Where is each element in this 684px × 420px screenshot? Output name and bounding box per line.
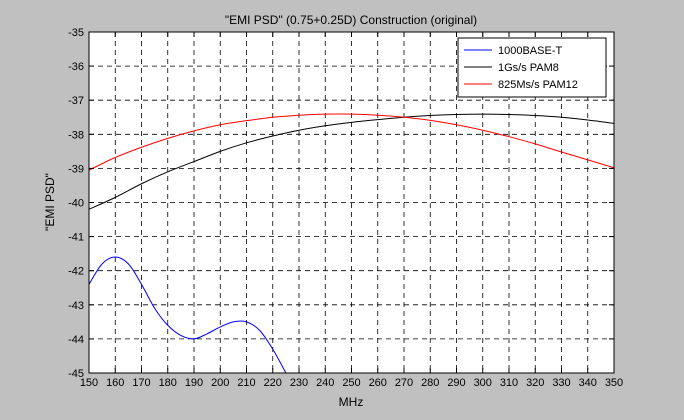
x-tick-label: 210 bbox=[237, 377, 255, 389]
legend-label-1gs-s-pam8: 1Gs/s PAM8 bbox=[498, 62, 559, 74]
x-tick-label: 280 bbox=[421, 377, 439, 389]
x-tick-label: 220 bbox=[264, 377, 282, 389]
legend-label-825ms-s-pam12: 825Ms/s PAM12 bbox=[498, 79, 578, 91]
x-tick-label: 230 bbox=[290, 377, 308, 389]
x-tick-label: 330 bbox=[552, 377, 570, 389]
y-tick-label: -39 bbox=[68, 163, 84, 175]
y-tick-label: -40 bbox=[68, 198, 84, 210]
x-tick-label: 350 bbox=[605, 377, 623, 389]
y-tick-label: -37 bbox=[68, 95, 84, 107]
x-tick-label: 300 bbox=[474, 377, 492, 389]
x-tick-label: 180 bbox=[159, 377, 177, 389]
x-tick-label: 340 bbox=[579, 377, 597, 389]
y-tick-label: -41 bbox=[68, 232, 84, 244]
legend-box bbox=[457, 37, 607, 98]
y-tick-label: -44 bbox=[68, 334, 84, 346]
y-tick-label: -38 bbox=[68, 129, 84, 141]
tick-group: 150 160 170 180 190 200 210 220 230 240 250 260 270 2… bbox=[68, 27, 623, 389]
x-axis-label: MHz bbox=[339, 395, 364, 409]
series-line-825ms-s-pam12 bbox=[89, 113, 614, 171]
series-line-1000base-t bbox=[89, 256, 287, 373]
x-tick-label: 250 bbox=[342, 377, 360, 389]
legend-label-1000base-t: 1000BASE-T bbox=[498, 45, 562, 57]
x-tick-label: 240 bbox=[316, 377, 334, 389]
x-tick-label: 270 bbox=[395, 377, 413, 389]
series-group bbox=[89, 113, 614, 373]
x-tick-label: 160 bbox=[106, 377, 124, 389]
x-tick-label: 200 bbox=[211, 377, 229, 389]
y-tick-label: -45 bbox=[68, 368, 84, 380]
legend: 1000BASE-T 1Gs/s PAM8 825Ms/s PAM12 bbox=[457, 37, 607, 98]
x-tick-label: 150 bbox=[80, 377, 98, 389]
chart-title: "EMI PSD" (0.75+0.25D) Construction (ori… bbox=[225, 13, 477, 27]
y-tick-label: -35 bbox=[68, 27, 84, 39]
x-tick-label: 170 bbox=[132, 377, 150, 389]
y-tick-label: -42 bbox=[68, 266, 84, 278]
x-tick-label: 290 bbox=[447, 377, 465, 389]
x-tick-label: 310 bbox=[500, 377, 518, 389]
x-tick-label: 190 bbox=[185, 377, 203, 389]
series-line-1gs-s-pam8 bbox=[89, 113, 614, 210]
y-tick-label: -43 bbox=[68, 300, 84, 312]
y-tick-label: -36 bbox=[68, 61, 84, 73]
x-tick-label: 320 bbox=[526, 377, 544, 389]
x-tick-label: 260 bbox=[369, 377, 387, 389]
y-axis-label: "EMI PSD" bbox=[43, 173, 57, 231]
